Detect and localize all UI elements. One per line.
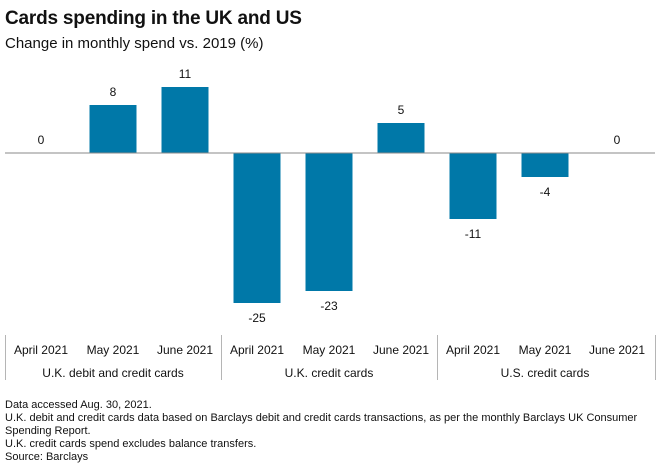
tick-label-7: May 2021 [519, 343, 572, 357]
bar-7 [521, 153, 569, 177]
footnote-date: Data accessed Aug. 30, 2021. [5, 399, 152, 411]
bar-1 [89, 105, 137, 153]
data-label-4: -23 [320, 299, 338, 313]
data-label-1: 8 [110, 85, 117, 99]
tick-label-3: April 2021 [230, 343, 284, 357]
bar-2 [161, 87, 209, 153]
footnotes: Data accessed Aug. 30, 2021. U.K. debit … [5, 399, 655, 464]
data-label-8: 0 [614, 133, 621, 147]
footnote-uk-debit-credit: U.K. debit and credit cards data based o… [5, 412, 638, 437]
footnote-uk-credit: U.K. credit cards spend excludes balance… [5, 438, 257, 450]
bar-3 [233, 153, 281, 303]
data-label-7: -4 [540, 185, 551, 199]
data-label-3: -25 [248, 311, 266, 325]
group-label-1: U.K. credit cards [285, 366, 374, 380]
bar-4 [305, 153, 353, 291]
chart-title: Cards spending in the UK and US [5, 8, 302, 29]
tick-label-2: June 2021 [157, 343, 213, 357]
chart-subtitle: Change in monthly spend vs. 2019 (%) [5, 35, 264, 52]
tick-label-0: April 2021 [14, 343, 68, 357]
tick-label-1: May 2021 [87, 343, 140, 357]
tick-label-8: June 2021 [589, 343, 645, 357]
data-label-6: -11 [465, 227, 482, 241]
bar-5 [377, 123, 425, 153]
tick-label-6: April 2021 [446, 343, 500, 357]
data-label-2: 11 [179, 67, 192, 81]
data-label-5: 5 [398, 103, 405, 117]
data-label-0: 0 [38, 133, 45, 147]
bar-6 [449, 153, 497, 219]
tick-label-4: May 2021 [303, 343, 356, 357]
tick-label-5: June 2021 [373, 343, 429, 357]
footnote-source: Source: Barclays [5, 451, 89, 463]
group-label-2: U.S. credit cards [501, 366, 590, 380]
group-label-0: U.K. debit and credit cards [42, 366, 183, 380]
